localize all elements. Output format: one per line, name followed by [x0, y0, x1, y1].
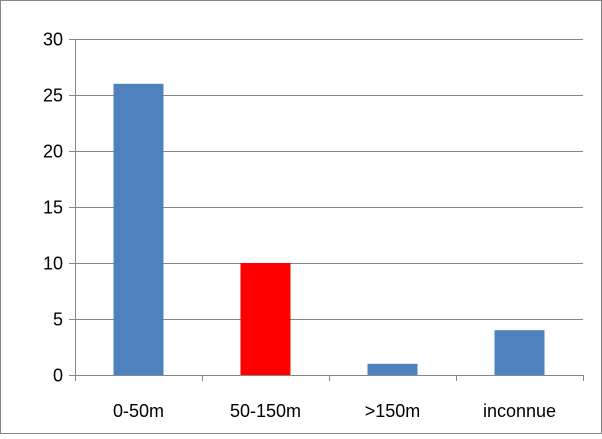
y-tick-label: 20	[43, 142, 63, 162]
x-tick-label: >150m	[365, 401, 421, 421]
y-tick-label: 30	[43, 30, 63, 50]
y-axis-ticks: 0 5 10 15 20 25 30	[43, 30, 75, 386]
bars	[113, 83, 545, 376]
bar-inconnue	[494, 330, 545, 375]
bar->150m	[367, 363, 418, 375]
bar-0-50m	[113, 83, 164, 376]
x-tick-label: inconnue	[483, 401, 556, 421]
x-axis-ticks: 0-50m 50-150m >150m inconnue	[75, 375, 584, 421]
x-tick-label: 50-150m	[230, 401, 301, 421]
y-tick-label: 0	[53, 366, 63, 386]
y-tick-label: 15	[43, 198, 63, 218]
y-tick-label: 10	[43, 254, 63, 274]
bar-50-150m	[240, 263, 291, 375]
y-tick-label: 25	[43, 86, 63, 106]
y-tick-label: 5	[53, 310, 63, 330]
x-tick-label: 0-50m	[113, 401, 164, 421]
